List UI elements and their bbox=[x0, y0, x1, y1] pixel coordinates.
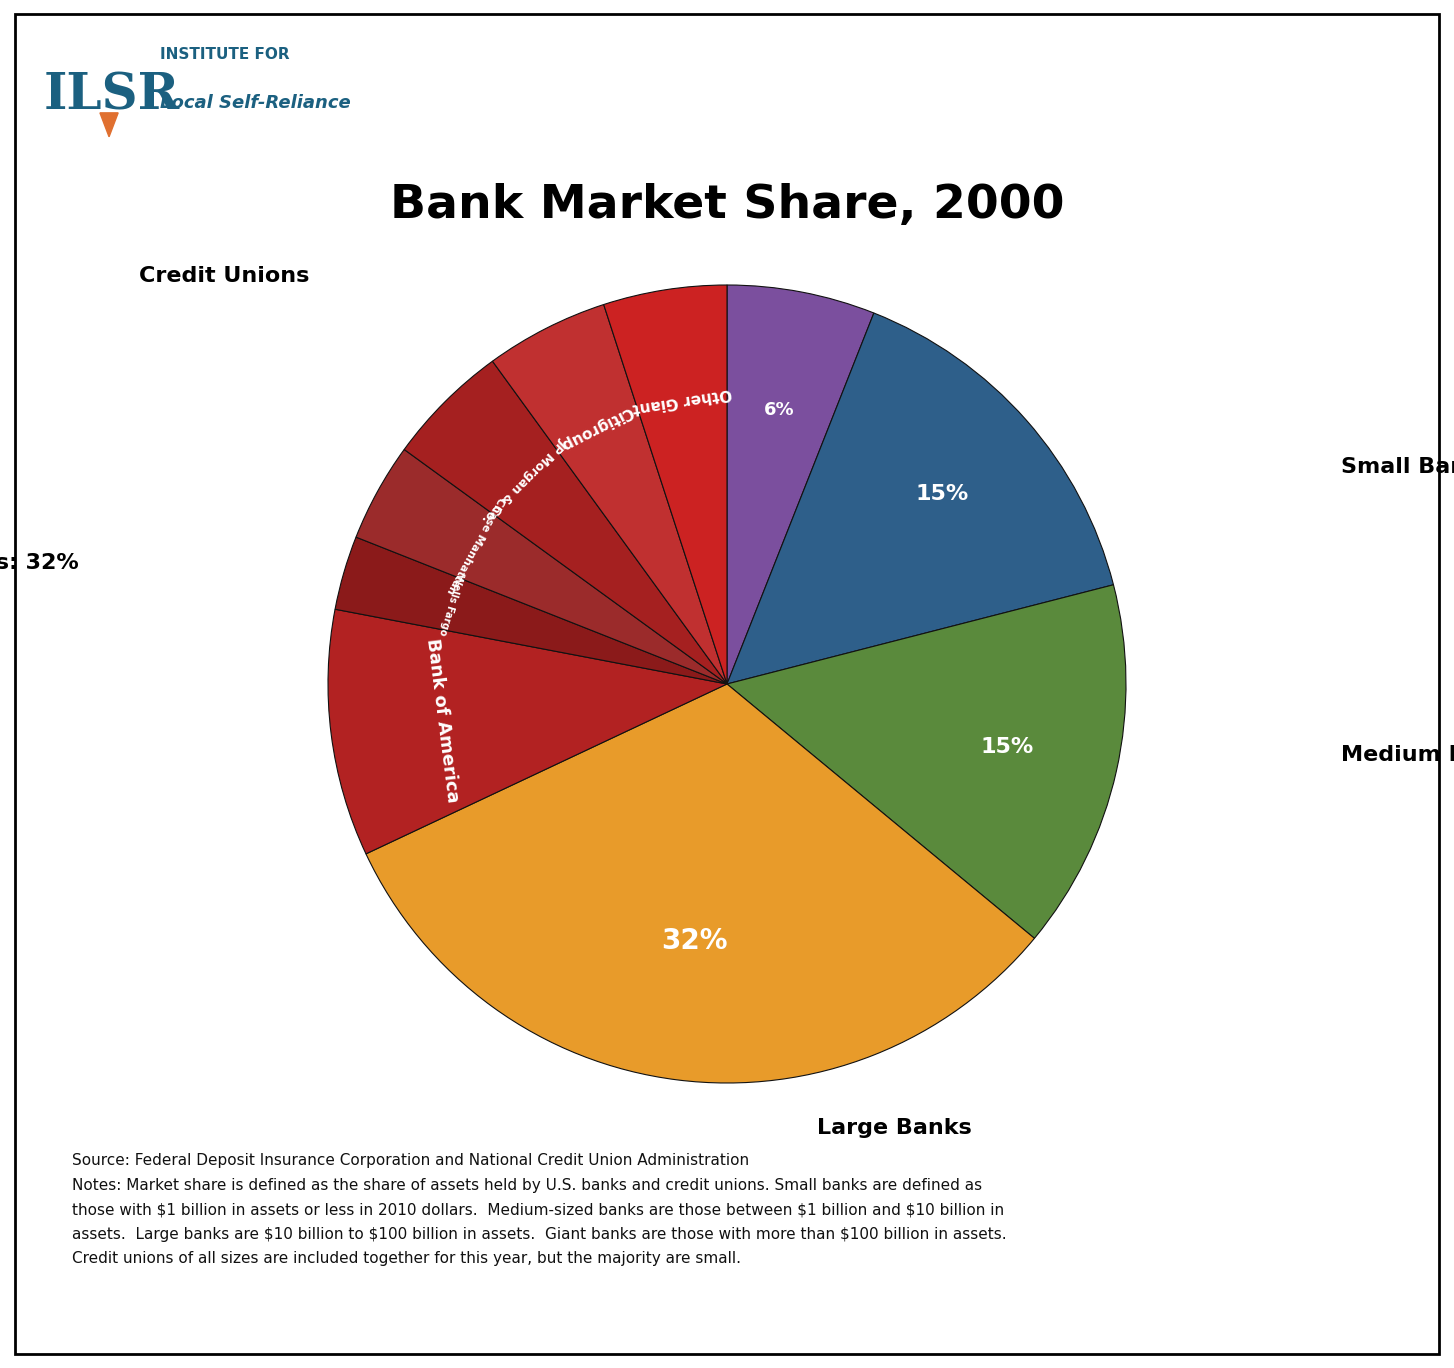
Text: Other Giant: Other Giant bbox=[631, 384, 733, 416]
Text: 15%: 15% bbox=[981, 737, 1034, 757]
Text: Chase Manhattan: Chase Manhattan bbox=[445, 495, 506, 596]
Text: Credit Unions: Credit Unions bbox=[140, 265, 310, 286]
Text: Small Banks: Small Banks bbox=[1342, 457, 1454, 477]
Text: Medium Banks: Medium Banks bbox=[1342, 744, 1454, 765]
Wedge shape bbox=[404, 361, 727, 684]
Wedge shape bbox=[727, 584, 1125, 938]
Text: JP Morgan & Co.: JP Morgan & Co. bbox=[480, 436, 569, 525]
Wedge shape bbox=[329, 609, 727, 854]
Polygon shape bbox=[100, 114, 118, 137]
Text: Local Self-Reliance: Local Self-Reliance bbox=[160, 93, 350, 112]
Text: Source: Federal Deposit Insurance Corporation and National Credit Union Administ: Source: Federal Deposit Insurance Corpor… bbox=[71, 1153, 1006, 1267]
Wedge shape bbox=[366, 684, 1034, 1083]
Text: INSTITUTE FOR: INSTITUTE FOR bbox=[160, 48, 289, 62]
Text: Giant Banks: 32%: Giant Banks: 32% bbox=[0, 553, 79, 573]
Text: Bank Market Share, 2000: Bank Market Share, 2000 bbox=[390, 183, 1064, 227]
Wedge shape bbox=[356, 450, 727, 684]
Wedge shape bbox=[727, 313, 1114, 684]
Wedge shape bbox=[727, 285, 874, 684]
Wedge shape bbox=[603, 285, 727, 684]
Wedge shape bbox=[334, 538, 727, 684]
Text: ILSR: ILSR bbox=[44, 71, 180, 120]
Text: 6%: 6% bbox=[763, 401, 795, 419]
Text: Wells Fargo: Wells Fargo bbox=[438, 572, 465, 636]
Wedge shape bbox=[493, 305, 727, 684]
Text: 32%: 32% bbox=[662, 928, 728, 955]
Text: 15%: 15% bbox=[916, 484, 970, 503]
Text: Citigroup: Citigroup bbox=[558, 404, 635, 453]
Text: Bank of America: Bank of America bbox=[423, 636, 461, 803]
Text: Large Banks: Large Banks bbox=[817, 1118, 971, 1138]
